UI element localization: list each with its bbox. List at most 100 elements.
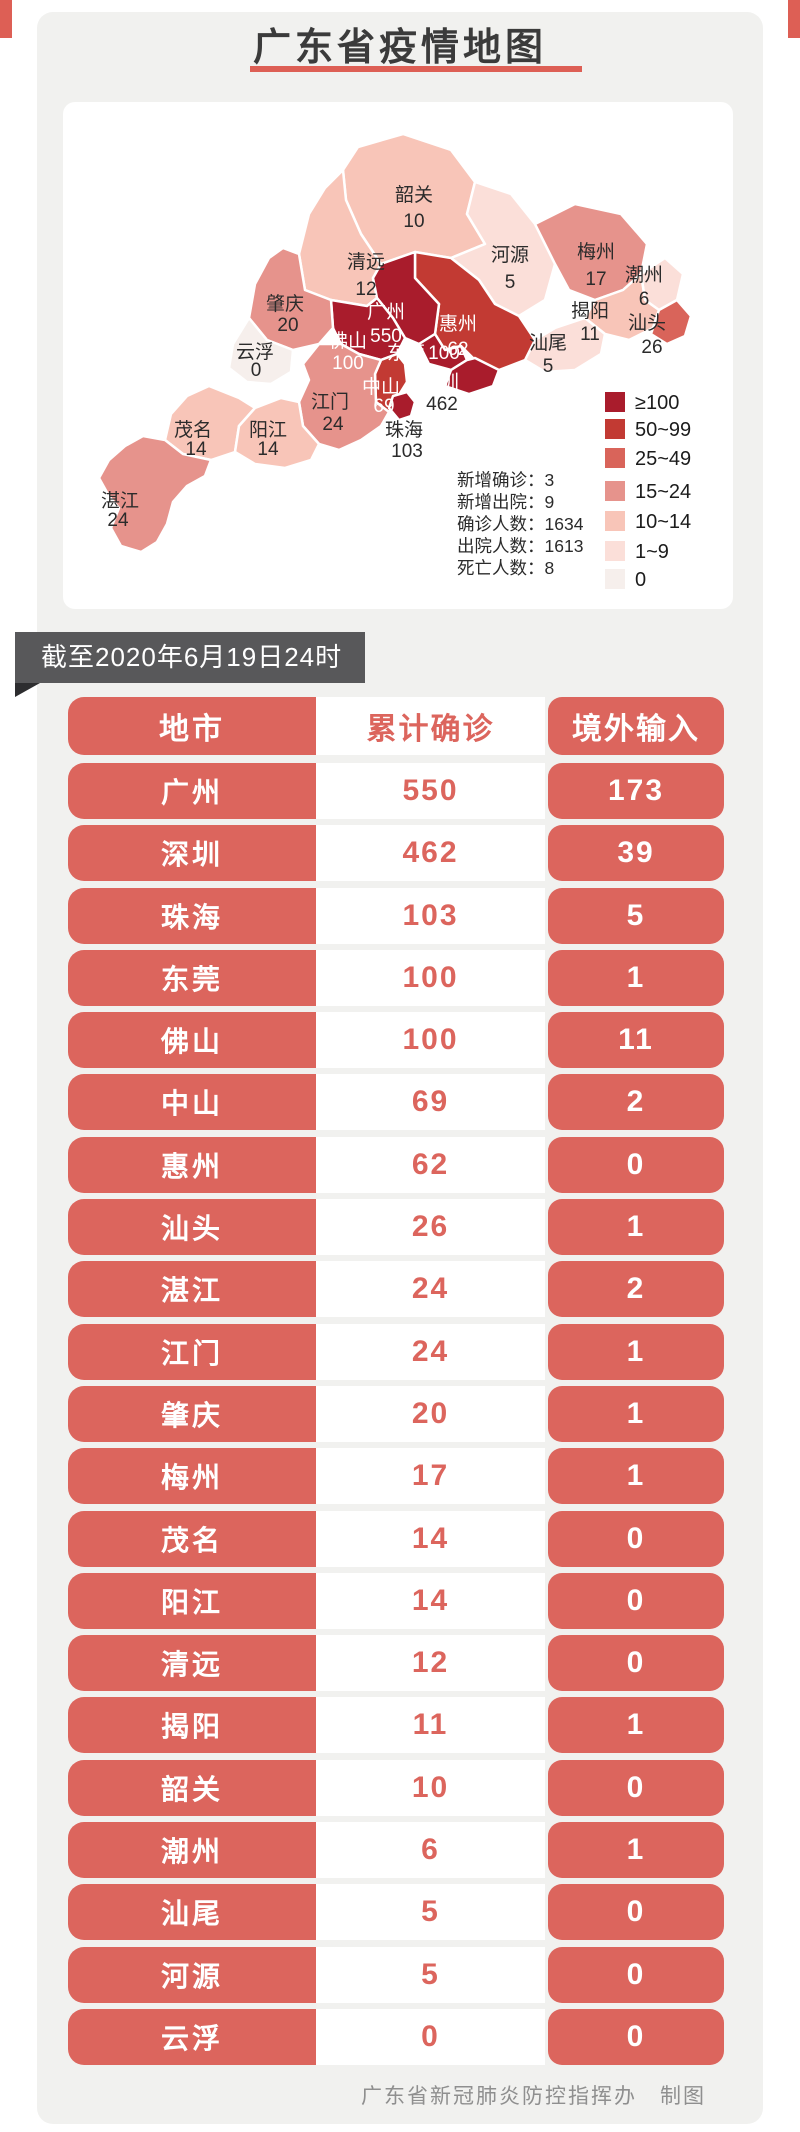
cell-cumulative-cases: 11 xyxy=(316,1697,545,1754)
cell-cumulative-cases: 14 xyxy=(316,1572,545,1629)
map-city-name-zhaoqing: 肇庆 xyxy=(266,293,304,315)
cell-city-name: 河源 xyxy=(68,1946,316,2003)
map-region-shantou xyxy=(649,298,693,346)
header-cell-cumulative: 累计确诊 xyxy=(316,697,545,755)
map-city-cases-yunfu: 0 xyxy=(251,360,262,381)
cell-imported-cases: 0 xyxy=(548,1759,724,1816)
map-city-cases-zhanjiang: 24 xyxy=(107,510,129,531)
cell-imported-cases: 0 xyxy=(548,1946,724,2003)
legend-label-3: 15~24 xyxy=(635,481,691,503)
legend-swatch-3 xyxy=(605,481,625,501)
map-city-name-zhongshan: 中山 xyxy=(362,376,400,398)
map-city-cases-qingyuan: 12 xyxy=(355,279,376,300)
cell-imported-cases: 0 xyxy=(548,1884,724,1941)
cell-city-name: 揭阳 xyxy=(68,1697,316,1754)
header-cell-imported: 境外输入 xyxy=(548,697,724,755)
table-row-汕尾: 汕尾 5 0 xyxy=(68,1884,724,1941)
page-title: 广东省疫情地图 xyxy=(252,27,547,69)
map-region-shenzhen xyxy=(443,356,501,396)
cell-imported-cases: 1 xyxy=(548,1385,724,1442)
table-row-东莞: 东莞 100 1 xyxy=(68,949,724,1006)
map-city-cases-yangjiang: 14 xyxy=(257,439,279,460)
map-city-name-shenzhen: 深圳 xyxy=(421,371,459,393)
cell-city-name: 湛江 xyxy=(68,1261,316,1318)
map-city-cases-shanwei: 5 xyxy=(543,356,554,377)
right-red-corner-tab xyxy=(788,0,800,38)
table-row-江门: 江门 24 1 xyxy=(68,1323,724,1380)
map-stat-line-0: 新增确诊：3 xyxy=(457,470,554,490)
cell-city-name: 东莞 xyxy=(68,949,316,1006)
cell-imported-cases: 1 xyxy=(548,949,724,1006)
map-region-shanwei xyxy=(523,316,607,374)
legend-swatch-5 xyxy=(605,541,625,561)
cell-cumulative-cases: 20 xyxy=(316,1385,545,1442)
cell-imported-cases: 0 xyxy=(548,1510,724,1567)
map-city-name-shantou: 汕头 xyxy=(628,312,666,334)
map-city-cases-foshan: 100 xyxy=(332,353,364,374)
footer-credit: 广东省新冠肺炎防控指挥办 制图 xyxy=(361,2085,706,2108)
map-city-cases-zhongshan: 69 xyxy=(373,396,394,417)
cell-imported-cases: 0 xyxy=(548,1136,724,1193)
map-city-name-zhanjiang: 湛江 xyxy=(101,490,139,512)
cell-imported-cases: 0 xyxy=(548,2008,724,2065)
cell-city-name: 深圳 xyxy=(68,825,316,882)
cell-imported-cases: 39 xyxy=(548,825,724,882)
cell-city-name: 珠海 xyxy=(68,887,316,944)
cell-city-name: 肇庆 xyxy=(68,1385,316,1442)
cell-imported-cases: 0 xyxy=(548,1572,724,1629)
cell-cumulative-cases: 0 xyxy=(316,2008,545,2065)
cell-imported-cases: 2 xyxy=(548,1074,724,1131)
map-region-zhanjiang xyxy=(97,434,213,554)
cell-city-name: 韶关 xyxy=(68,1759,316,1816)
cell-city-name: 阳江 xyxy=(68,1572,316,1629)
table-row-梅州: 梅州 17 1 xyxy=(68,1448,724,1505)
cell-city-name: 汕尾 xyxy=(68,1884,316,1941)
table-row-揭阳: 揭阳 11 1 xyxy=(68,1697,724,1754)
left-red-corner-tab xyxy=(0,0,12,38)
map-city-cases-dongguan: 100 xyxy=(428,343,460,364)
cell-city-name: 惠州 xyxy=(68,1136,316,1193)
map-region-jiangmen xyxy=(297,342,391,452)
cell-city-name: 云浮 xyxy=(68,2008,316,2065)
map-city-cases-jiangmen: 24 xyxy=(322,414,344,435)
cell-city-name: 江门 xyxy=(68,1323,316,1380)
cell-city-name: 广州 xyxy=(68,763,316,819)
legend-swatch-1 xyxy=(605,419,625,439)
cell-cumulative-cases: 103 xyxy=(316,887,545,944)
map-city-name-shaoguan: 韶关 xyxy=(395,184,433,206)
cell-city-name: 汕头 xyxy=(68,1199,316,1256)
map-city-cases-zhuhai: 103 xyxy=(391,441,423,462)
legend-label-6: 0 xyxy=(635,569,646,591)
map-stat-line-1: 新增出院：9 xyxy=(457,492,554,512)
cell-cumulative-cases: 17 xyxy=(316,1448,545,1505)
map-city-name-zhuhai: 珠海 xyxy=(385,419,423,441)
table-row-佛山: 佛山 100 11 xyxy=(68,1012,724,1069)
cell-city-name: 佛山 xyxy=(68,1012,316,1069)
table-row-茂名: 茂名 14 0 xyxy=(68,1510,724,1567)
as-of-date-banner: 截至2020年6月19日24时 xyxy=(15,632,365,683)
city-statistics-table: 地市 累计确诊 境外输入 广州 550 173 深圳 462 39 珠海 103 5 东莞 100 1 佛山 1… xyxy=(68,697,724,2071)
cell-city-name: 中山 xyxy=(68,1074,316,1131)
cell-cumulative-cases: 5 xyxy=(316,1884,545,1941)
map-city-cases-shantou: 26 xyxy=(641,337,662,358)
legend-swatch-4 xyxy=(605,511,625,531)
table-row-珠海: 珠海 103 5 xyxy=(68,887,724,944)
cell-city-name: 潮州 xyxy=(68,1822,316,1879)
cell-imported-cases: 1 xyxy=(548,1697,724,1754)
cell-cumulative-cases: 462 xyxy=(316,825,545,882)
table-row-韶关: 韶关 10 0 xyxy=(68,1759,724,1816)
table-row-肇庆: 肇庆 20 1 xyxy=(68,1385,724,1442)
map-region-dongguan xyxy=(417,332,469,372)
table-row-阳江: 阳江 14 0 xyxy=(68,1572,724,1629)
table-row-中山: 中山 69 2 xyxy=(68,1074,724,1131)
map-city-name-yunfu: 云浮 xyxy=(236,341,274,363)
table-row-汕头: 汕头 26 1 xyxy=(68,1199,724,1256)
cell-cumulative-cases: 6 xyxy=(316,1822,545,1879)
cell-cumulative-cases: 24 xyxy=(316,1323,545,1380)
cell-cumulative-cases: 14 xyxy=(316,1510,545,1567)
legend-label-5: 1~9 xyxy=(635,541,669,563)
map-city-cases-heyuan: 5 xyxy=(505,272,516,293)
cell-cumulative-cases: 550 xyxy=(316,763,545,819)
